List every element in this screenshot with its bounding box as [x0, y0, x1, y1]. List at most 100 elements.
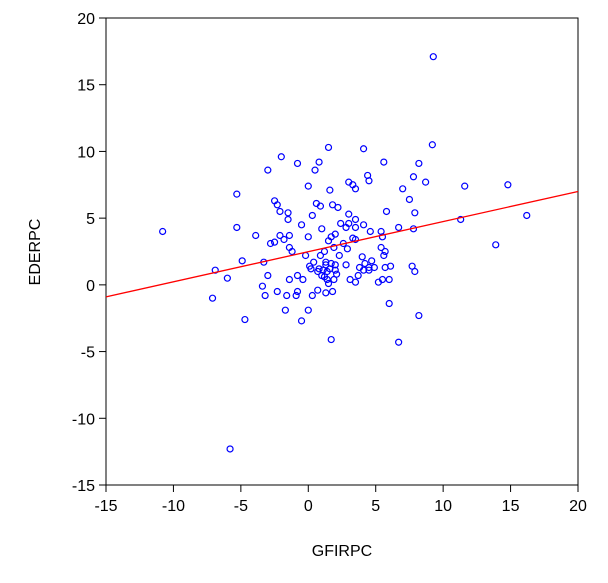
scatter-point: [368, 257, 376, 265]
scatter-point: [266, 239, 275, 248]
y-tick-label: -5: [81, 345, 95, 362]
y-tick-label: 5: [86, 211, 95, 228]
scatter-point: [277, 153, 285, 161]
x-tick-label: 15: [502, 498, 520, 515]
scatter-point: [241, 315, 249, 324]
scatter-point: [324, 279, 333, 288]
scatter-point: [374, 278, 383, 286]
scatter-point: [377, 243, 385, 252]
scatter-point: [308, 291, 316, 300]
scatter-point: [351, 223, 360, 232]
scatter-point: [307, 265, 315, 273]
scatter-point: [284, 215, 292, 224]
scatter-point: [411, 209, 419, 217]
y-tick-label: -10: [72, 411, 95, 428]
scatter-point: [395, 223, 403, 232]
scatter-point: [314, 286, 322, 294]
scatter-point: [293, 287, 302, 296]
scatter-point: [351, 215, 360, 224]
scatter-point: [366, 227, 374, 236]
scatter-point: [365, 177, 373, 185]
scatter-point: [331, 230, 339, 238]
scatter-point: [385, 275, 393, 284]
scatter-point: [422, 178, 430, 186]
scatter-point: [342, 261, 350, 269]
scatter-point: [331, 266, 339, 274]
scatter-point: [361, 259, 369, 268]
scatter-point: [293, 271, 302, 280]
scatter-point: [316, 251, 325, 260]
scatter-point: [323, 275, 331, 284]
scatter-point: [380, 158, 388, 166]
scatter-point: [308, 211, 316, 220]
scatter-point: [326, 186, 334, 194]
scatter-point: [299, 275, 307, 284]
scatter-point: [365, 266, 373, 274]
scatter-point: [310, 258, 318, 266]
scatter-point: [264, 271, 272, 280]
scatter-point: [331, 261, 339, 269]
scatter-point: [354, 271, 362, 280]
scatter-point: [159, 227, 167, 236]
scatter-point: [358, 253, 366, 261]
x-tick-label: -10: [162, 498, 185, 515]
scatter-point: [386, 262, 395, 270]
x-tick-label: 5: [371, 498, 380, 515]
y-tick-label: 20: [77, 11, 95, 28]
scatter-point: [395, 338, 403, 346]
plot-frame: [105, 17, 579, 486]
y-tick-label: 0: [86, 278, 95, 295]
scatter-point: [297, 221, 306, 229]
scatter-point: [359, 221, 368, 229]
scatter-point: [208, 294, 217, 302]
scatter-point: [334, 203, 342, 212]
x-tick-label: 20: [569, 498, 587, 515]
scatter-point: [318, 225, 326, 233]
scatter-point: [258, 282, 267, 290]
scatter-point: [429, 53, 437, 61]
scatter-point: [223, 274, 231, 282]
scatter-point: [382, 207, 391, 216]
scatter-point: [343, 245, 351, 253]
x-tick-label: -15: [94, 498, 117, 515]
scatter-point: [328, 287, 337, 296]
scatter-point: [378, 233, 387, 241]
scatter-point: [273, 287, 281, 296]
scatter-point: [385, 299, 393, 308]
fit-line: [105, 190, 579, 298]
scatter-point: [351, 185, 360, 193]
scatter-point: [415, 159, 423, 168]
scatter-point: [261, 291, 269, 300]
scatter-point: [322, 289, 330, 297]
scatter-point: [337, 219, 345, 228]
scatter-point: [211, 266, 219, 274]
scatter-point: [428, 141, 436, 149]
x-tick-label: 0: [304, 498, 313, 515]
scatter-point: [233, 223, 241, 232]
scatter-point: [281, 306, 289, 314]
scatter-point: [324, 143, 333, 152]
scatter-point: [288, 247, 296, 256]
scatter-point: [327, 335, 335, 344]
scatter-point: [304, 233, 312, 241]
scatter-point: [233, 190, 241, 198]
scatter-point: [330, 243, 338, 252]
scatter-point: [399, 185, 407, 193]
scatter-point: [293, 159, 302, 168]
y-tick-label: -15: [72, 478, 95, 495]
scatter-point: [297, 317, 306, 325]
scatter-point: [285, 275, 294, 284]
scatter-point: [409, 173, 418, 181]
scatter-point: [457, 215, 465, 224]
scatter-point: [276, 207, 284, 216]
scatter-point: [304, 182, 312, 190]
scatter-point: [292, 291, 300, 300]
scatter-point: [314, 267, 322, 276]
scatter-point: [504, 181, 512, 189]
scatter-point: [335, 251, 343, 260]
scatter-point: [411, 267, 419, 276]
x-tick-label: 10: [434, 498, 452, 515]
scatter-point: [285, 231, 294, 240]
